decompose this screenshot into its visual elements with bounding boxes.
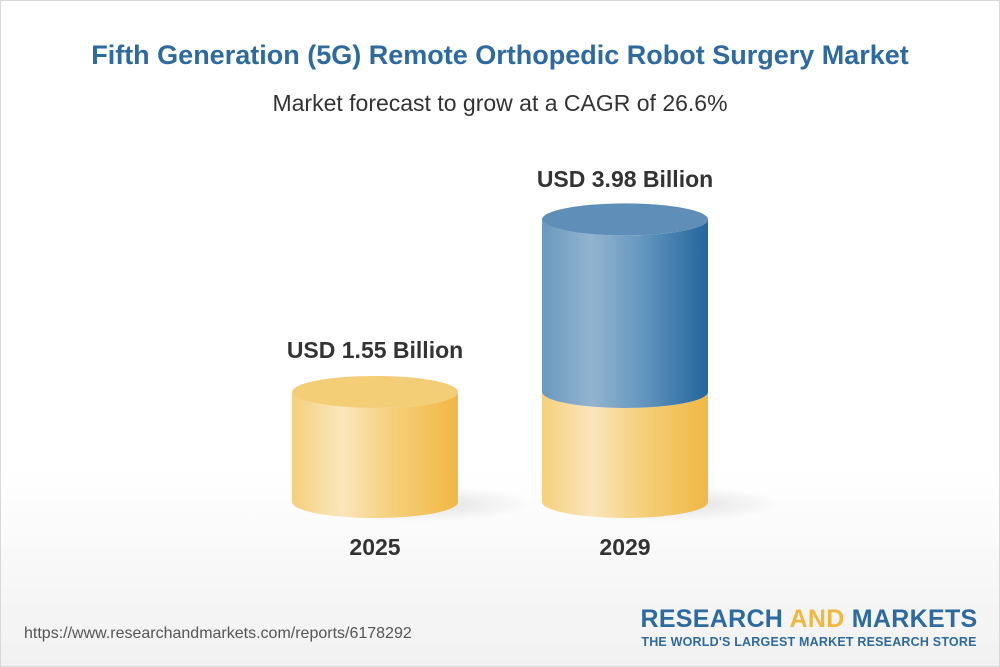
research-and-markets-logo: RESEARCH AND MARKETS THE WORLD'S LARGEST… [640,605,978,649]
x-tick-2025: 2025 [349,534,400,560]
logo-text-1: RESEARCH [640,605,790,633]
logo-text-3: MARKETS [844,605,978,633]
bar-top-2025 [292,375,458,408]
bar-growth-2029 [542,219,708,408]
logo-text-2: AND [789,605,845,633]
x-tick-2029: 2029 [599,534,650,560]
logo-tagline: THE WORLD'S LARGEST MARKET RESEARCH STOR… [641,635,977,649]
report-url[interactable]: https://www.researchandmarkets.com/repor… [24,625,412,642]
bar-base-2025 [292,391,458,518]
bar-top-2029 [542,203,708,236]
data-label-2025: USD 1.55 Billion [287,337,463,363]
chart-subtitle: Market forecast to grow at a CAGR of 26.… [272,90,728,116]
bar-base-2029 [542,391,708,518]
chart-title: Fifth Generation (5G) Remote Orthopedic … [91,40,909,70]
data-label-2029: USD 3.98 Billion [537,166,713,192]
